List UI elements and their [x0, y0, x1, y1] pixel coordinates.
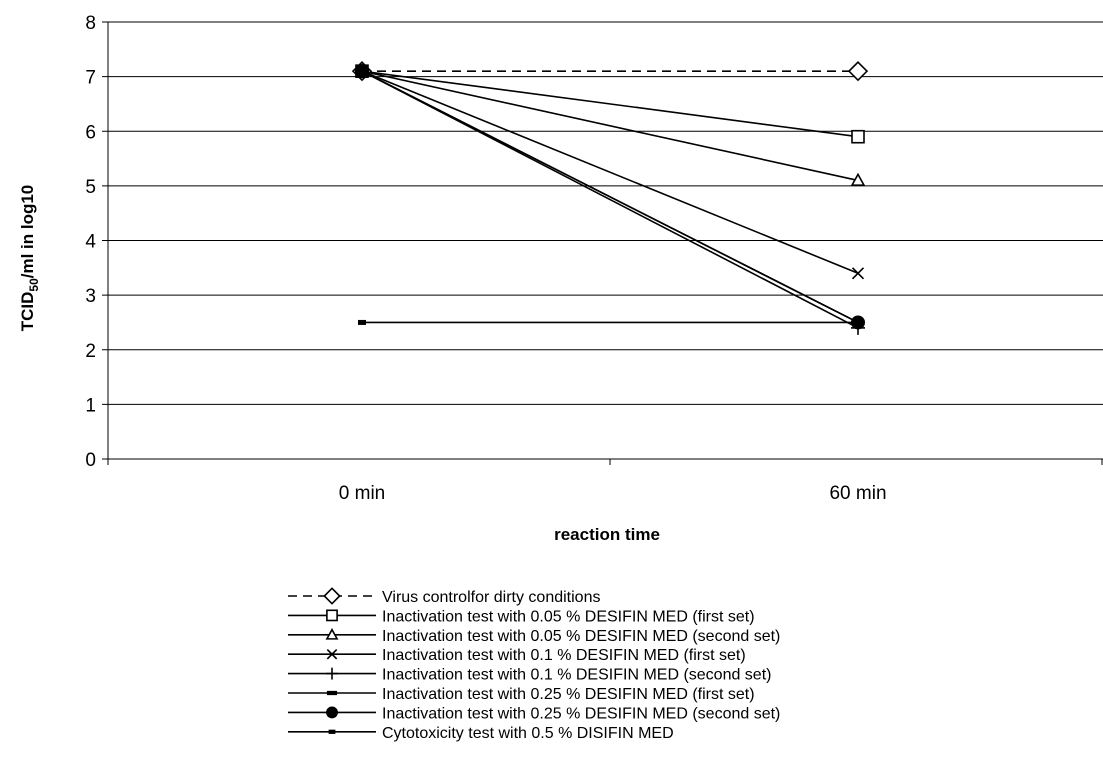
- legend-marker: [326, 667, 338, 680]
- legend-entry-5: Inactivation test with 0.25 % DESIFIN ME…: [288, 686, 755, 703]
- legend: Virus controlfor dirty conditions Inactiv…: [288, 587, 780, 742]
- legend-marker: [326, 648, 338, 660]
- legend-marker: [325, 628, 339, 640]
- x-tick-label: 60 min: [829, 483, 886, 504]
- series-line-6: [361, 70, 859, 324]
- x-axis-title: reaction time: [554, 525, 660, 544]
- legend-label: Cytotoxicity test with 0.5 % DISIFIN MED: [382, 725, 674, 742]
- y-tick-label: 3: [85, 286, 96, 307]
- legend-entry-6: Inactivation test with 0.25 % DESIFIN ME…: [288, 705, 780, 722]
- y-axis-title: TCID50/ml in log10: [18, 185, 41, 332]
- series-2-point-1: [850, 172, 866, 187]
- legend-label: Inactivation test with 0.1 % DESIFIN MED…: [382, 647, 746, 664]
- y-tick-label: 0: [85, 450, 96, 471]
- y-tick-label: 2: [85, 341, 96, 362]
- legend-marker: [328, 729, 336, 734]
- legend-marker: [326, 706, 338, 719]
- axes: [102, 21, 1103, 465]
- legend-marker: [326, 609, 338, 622]
- legend-marker: [323, 587, 341, 605]
- grid-lines: [108, 21, 1103, 405]
- legend-entry-2: Inactivation test with 0.05 % DESIFIN ME…: [288, 628, 780, 645]
- legend-label: Virus controlfor dirty conditions: [382, 589, 600, 606]
- legend-entry-1: Inactivation test with 0.05 % DESIFIN ME…: [288, 608, 755, 625]
- x-tick-label: 0 min: [339, 483, 385, 504]
- series-6-point-1: [851, 315, 865, 330]
- series-7-point-0: [358, 319, 366, 325]
- series-3-point-1: [851, 267, 865, 280]
- y-tick-label: 5: [85, 177, 96, 198]
- legend-label: Inactivation test with 0.05 % DESIFIN ME…: [382, 628, 780, 645]
- legend-entry-3: Inactivation test with 0.1 % DESIFIN MED…: [288, 647, 746, 664]
- series-1-point-1: [851, 129, 865, 144]
- y-tick-label: 7: [85, 68, 96, 89]
- legend-entry-7: Cytotoxicity test with 0.5 % DISIFIN MED: [288, 725, 674, 742]
- y-tick-label: 6: [85, 122, 96, 143]
- legend-entry-4: Inactivation test with 0.1 % DESIFIN MED…: [288, 667, 771, 684]
- series-6-point-0: [355, 64, 369, 79]
- y-tick-label: 1: [85, 395, 96, 416]
- legend-entry-0: Virus controlfor dirty conditions: [288, 587, 600, 606]
- series-3-point-1-stroke-b: [851, 267, 865, 280]
- series-line-4: [361, 70, 859, 329]
- y-tick-label: 4: [85, 232, 96, 253]
- y-axis-title-subscript: 50: [27, 278, 41, 292]
- series-0-point-1: [847, 61, 869, 82]
- x-tick-labels: 0 min 60 min: [339, 483, 887, 504]
- y-axis-title-rest: /ml in log10: [18, 185, 37, 279]
- series-markers: [351, 61, 869, 335]
- y-axis-title-main: TCID: [18, 292, 37, 332]
- series-lines: [361, 70, 859, 329]
- legend-label: Inactivation test with 0.25 % DESIFIN ME…: [382, 705, 780, 722]
- legend-label: Inactivation test with 0.1 % DESIFIN MED…: [382, 667, 771, 684]
- legend-label: Inactivation test with 0.25 % DESIFIN ME…: [382, 686, 755, 703]
- legend-label: Inactivation test with 0.05 % DESIFIN ME…: [382, 608, 755, 625]
- series-line-3: [361, 70, 859, 275]
- series-line-1: [361, 70, 859, 138]
- y-tick-label: 8: [85, 13, 96, 34]
- legend-marker-stroke-b: [326, 648, 338, 660]
- y-tick-labels: 0 1 2 3 4 5 6 7 8: [85, 13, 96, 471]
- series-line-2: [361, 70, 859, 182]
- legend-marker: [326, 690, 338, 696]
